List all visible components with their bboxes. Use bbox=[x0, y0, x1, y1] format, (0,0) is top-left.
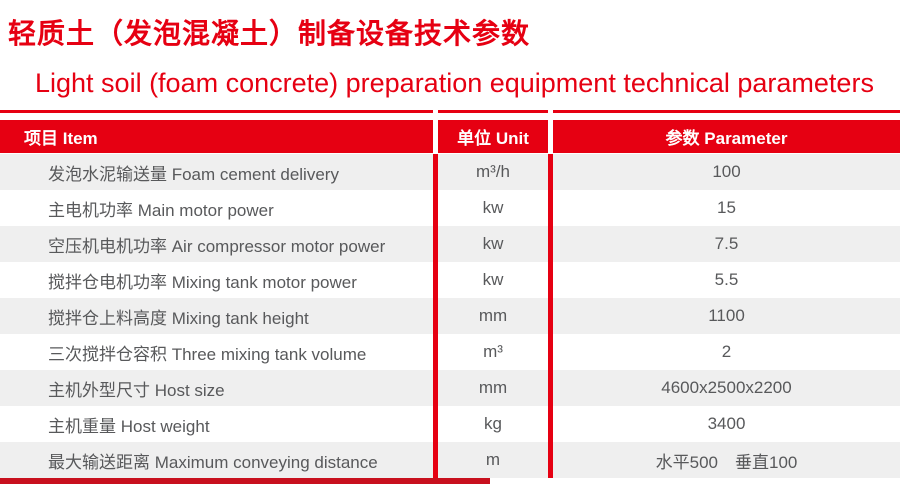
parameter-cell: 3400 bbox=[553, 406, 900, 442]
column-separator-line bbox=[548, 190, 553, 226]
table-row: 发泡水泥输送量 Foam cement delivery m³/h 100 bbox=[0, 154, 900, 190]
item-cell: 最大输送距离 Maximum conveying distance bbox=[0, 442, 433, 478]
column-separator-line bbox=[548, 298, 553, 334]
column-separator-line bbox=[433, 370, 438, 406]
unit-cell: kw bbox=[438, 226, 548, 262]
accent-line-segment bbox=[438, 110, 548, 113]
item-cell: 搅拌仓电机功率 Mixing tank motor power bbox=[0, 262, 433, 298]
item-cell: 搅拌仓上料高度 Mixing tank height bbox=[0, 298, 433, 334]
column-separator-line bbox=[548, 334, 553, 370]
column-separator-line bbox=[433, 190, 438, 226]
parameter-cell: 100 bbox=[553, 154, 900, 190]
page-title-chinese: 轻质土（发泡混凝土）制备设备技术参数 bbox=[8, 18, 531, 49]
column-separator-line bbox=[548, 406, 553, 442]
item-cell: 主机重量 Host weight bbox=[0, 406, 433, 442]
parameters-table: 项目 Item 单位 Unit 参数 Parameter 发泡水泥输送量 Foa… bbox=[0, 110, 900, 478]
column-separator-line bbox=[433, 226, 438, 262]
parameter-cell: 5.5 bbox=[553, 262, 900, 298]
table-row: 主电机功率 Main motor power kw 15 bbox=[0, 190, 900, 226]
unit-cell: mm bbox=[438, 370, 548, 406]
column-header-item: 项目 Item bbox=[0, 120, 433, 153]
column-separator-line bbox=[433, 262, 438, 298]
column-separator-line bbox=[548, 262, 553, 298]
column-separator-line bbox=[433, 298, 438, 334]
unit-cell: kg bbox=[438, 406, 548, 442]
unit-cell: kw bbox=[438, 190, 548, 226]
item-cell: 三次搅拌仓容积 Three mixing tank volume bbox=[0, 334, 433, 370]
column-separator-line bbox=[548, 154, 553, 190]
column-separator-line bbox=[433, 154, 438, 190]
item-cell: 主机外型尺寸 Host size bbox=[0, 370, 433, 406]
parameter-cell: 15 bbox=[553, 190, 900, 226]
column-header-parameter: 参数 Parameter bbox=[553, 120, 900, 153]
table-row: 空压机电机功率 Air compressor motor power kw 7.… bbox=[0, 226, 900, 262]
parameter-cell: 水平500 垂直100 bbox=[553, 442, 900, 478]
bottom-accent-bar bbox=[0, 478, 490, 484]
table-row: 主机重量 Host weight kg 3400 bbox=[0, 406, 900, 442]
table-body: 发泡水泥输送量 Foam cement delivery m³/h 100 主电… bbox=[0, 154, 900, 478]
table-row: 最大输送距离 Maximum conveying distance m 水平50… bbox=[0, 442, 900, 478]
parameter-cell: 7.5 bbox=[553, 226, 900, 262]
unit-cell: m bbox=[438, 442, 548, 478]
unit-cell: mm bbox=[438, 298, 548, 334]
unit-cell: kw bbox=[438, 262, 548, 298]
column-separator-line bbox=[433, 442, 438, 478]
column-header-unit: 单位 Unit bbox=[438, 120, 548, 153]
item-cell: 空压机电机功率 Air compressor motor power bbox=[0, 226, 433, 262]
parameter-cell: 1100 bbox=[553, 298, 900, 334]
accent-line-segment bbox=[0, 110, 433, 113]
table-row: 三次搅拌仓容积 Three mixing tank volume m³ 2 bbox=[0, 334, 900, 370]
column-separator-line bbox=[548, 370, 553, 406]
column-separator-line bbox=[548, 442, 553, 478]
table-row: 搅拌仓上料高度 Mixing tank height mm 1100 bbox=[0, 298, 900, 334]
unit-cell: m³ bbox=[438, 334, 548, 370]
table-row: 搅拌仓电机功率 Mixing tank motor power kw 5.5 bbox=[0, 262, 900, 298]
table-top-accent-line bbox=[0, 110, 900, 113]
column-separator-line bbox=[433, 334, 438, 370]
column-separator-line bbox=[548, 226, 553, 262]
item-cell: 主电机功率 Main motor power bbox=[0, 190, 433, 226]
page-title-english: Light soil (foam concrete) preparation e… bbox=[35, 68, 874, 98]
parameter-cell: 2 bbox=[553, 334, 900, 370]
accent-line-segment bbox=[553, 110, 900, 113]
item-cell: 发泡水泥输送量 Foam cement delivery bbox=[0, 154, 433, 190]
parameter-cell: 4600x2500x2200 bbox=[553, 370, 900, 406]
unit-cell: m³/h bbox=[438, 154, 548, 190]
table-header-row: 项目 Item 单位 Unit 参数 Parameter bbox=[0, 120, 900, 153]
table-row: 主机外型尺寸 Host size mm 4600x2500x2200 bbox=[0, 370, 900, 406]
column-separator-line bbox=[433, 406, 438, 442]
